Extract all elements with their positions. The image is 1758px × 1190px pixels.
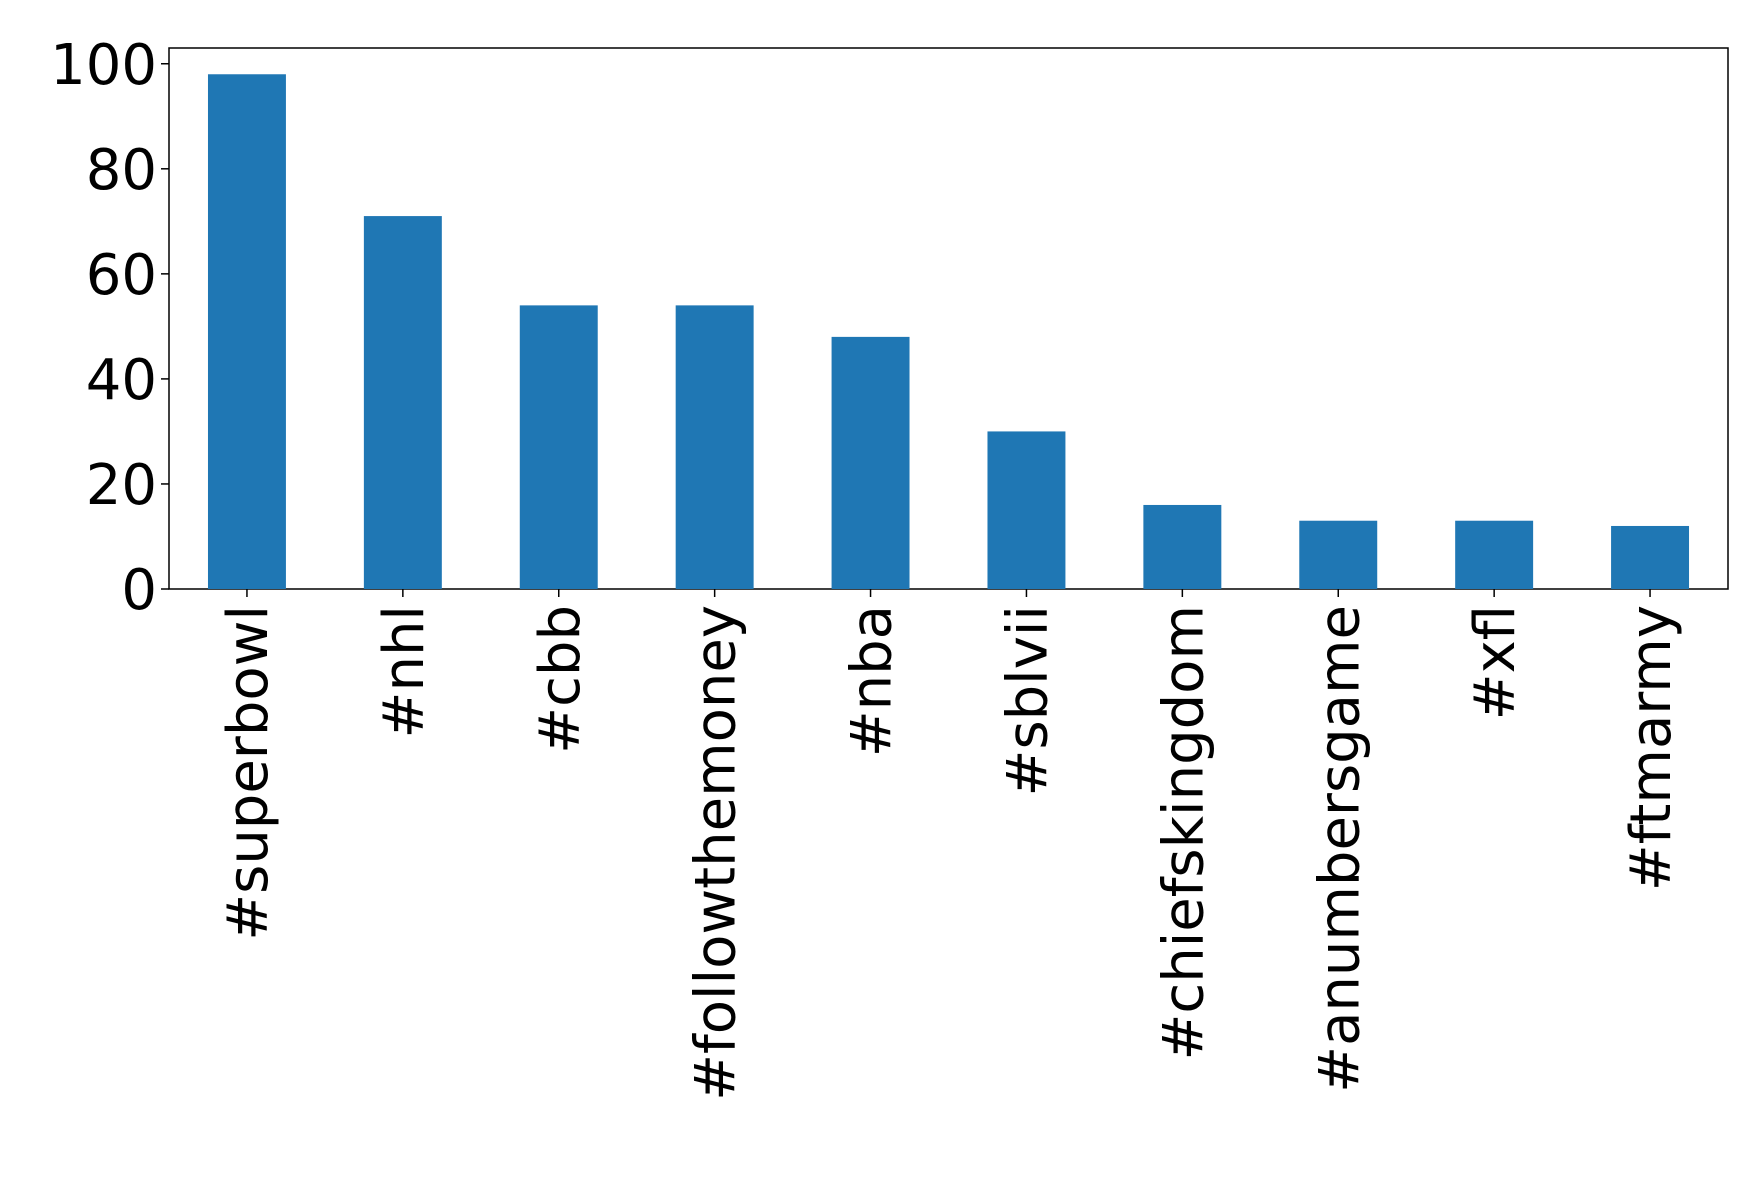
bar bbox=[519, 305, 598, 589]
y-tick-label: 60 bbox=[86, 243, 157, 308]
bar bbox=[363, 216, 442, 589]
x-tick-label: #sblvii bbox=[995, 605, 1060, 796]
bar bbox=[1611, 525, 1690, 589]
x-tick-label: #nba bbox=[840, 605, 905, 757]
x-tick-label: #anumbersgame bbox=[1307, 605, 1372, 1093]
plot-frame bbox=[168, 47, 1729, 590]
x-tick-label: #xfl bbox=[1463, 605, 1528, 720]
bar bbox=[675, 305, 754, 589]
y-tick-label: 100 bbox=[50, 33, 157, 98]
bar bbox=[1455, 520, 1534, 589]
bar bbox=[207, 74, 286, 589]
bar bbox=[1143, 504, 1222, 589]
y-tick-label: 20 bbox=[86, 453, 157, 518]
x-tick-label: #chiefskingdom bbox=[1151, 605, 1216, 1061]
x-tick-label: #superbowl bbox=[216, 605, 281, 941]
x-tick-label: #followthemoney bbox=[684, 605, 749, 1101]
bar bbox=[831, 336, 910, 589]
x-tick-label: #cbb bbox=[528, 605, 593, 754]
x-tick-label: #nhl bbox=[372, 605, 437, 738]
x-tick-label: #ftmarmy bbox=[1619, 605, 1684, 891]
y-tick-label: 40 bbox=[86, 348, 157, 413]
bar bbox=[1299, 520, 1378, 589]
y-tick-label: 0 bbox=[121, 558, 157, 623]
y-tick-label: 80 bbox=[86, 138, 157, 203]
bar bbox=[987, 431, 1066, 589]
